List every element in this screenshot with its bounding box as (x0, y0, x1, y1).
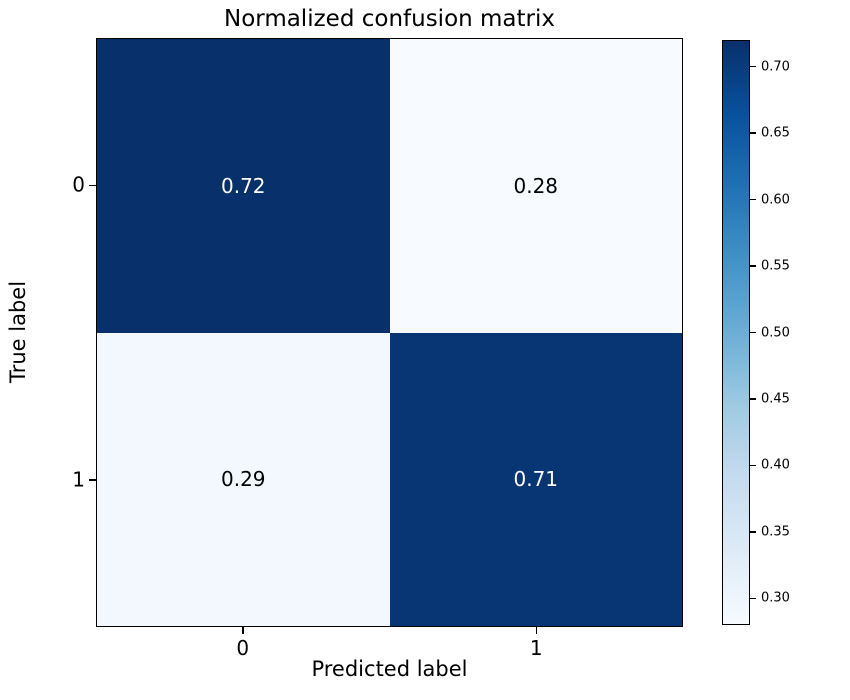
colorbar-tick-mark (750, 398, 756, 400)
colorbar-tick-label: 0.40 (761, 457, 790, 473)
y-tick-mark (89, 479, 96, 481)
y-tick-label: 1 (72, 467, 85, 492)
colorbar-tick-mark (750, 597, 756, 600)
colorbar-tick-mark (750, 132, 756, 134)
colorbar-tick-mark (750, 531, 756, 533)
colorbar-tick-mark (750, 198, 756, 201)
heatmap-plot: 0.72 0.28 0.29 0.71 (96, 38, 683, 627)
heatmap-cell-r1c1: 0.71 (389, 332, 682, 626)
x-tick-label: 1 (529, 636, 543, 660)
y-tick-mark (89, 184, 96, 186)
cell-value: 0.71 (513, 467, 559, 492)
colorbar (722, 40, 750, 625)
chart-title: Normalized confusion matrix (223, 6, 556, 32)
colorbar-tick-label: 0.70 (761, 59, 790, 75)
x-tick-mark (535, 627, 537, 634)
colorbar-tick-label: 0.50 (761, 325, 790, 340)
colorbar-tick-label: 0.55 (761, 258, 790, 274)
x-tick-label: 0 (236, 636, 250, 660)
colorbar-tick-mark (750, 265, 756, 267)
heatmap-cell-r0c1: 0.28 (389, 39, 682, 333)
colorbar-tick-label: 0.60 (761, 192, 790, 208)
colorbar-tick-label: 0.45 (761, 391, 790, 407)
colorbar-tick-mark (750, 464, 756, 467)
y-tick-label: 0 (72, 172, 85, 197)
cell-value: 0.28 (513, 173, 559, 198)
colorbar-tick-label: 0.65 (761, 125, 790, 141)
x-tick-mark (242, 627, 244, 634)
colorbar-tick-mark (750, 65, 756, 68)
x-axis-label: Predicted label (311, 657, 468, 681)
heatmap-cell-r0c0: 0.72 (97, 39, 390, 333)
colorbar-tick-mark (750, 331, 756, 334)
colorbar-tick-label: 0.35 (761, 524, 790, 540)
y-axis-label: True label (6, 280, 30, 384)
cell-value: 0.72 (220, 173, 266, 198)
heatmap-cell-r1c0: 0.29 (97, 332, 390, 626)
colorbar-tick-label: 0.30 (761, 590, 790, 606)
cell-value: 0.29 (220, 467, 266, 492)
